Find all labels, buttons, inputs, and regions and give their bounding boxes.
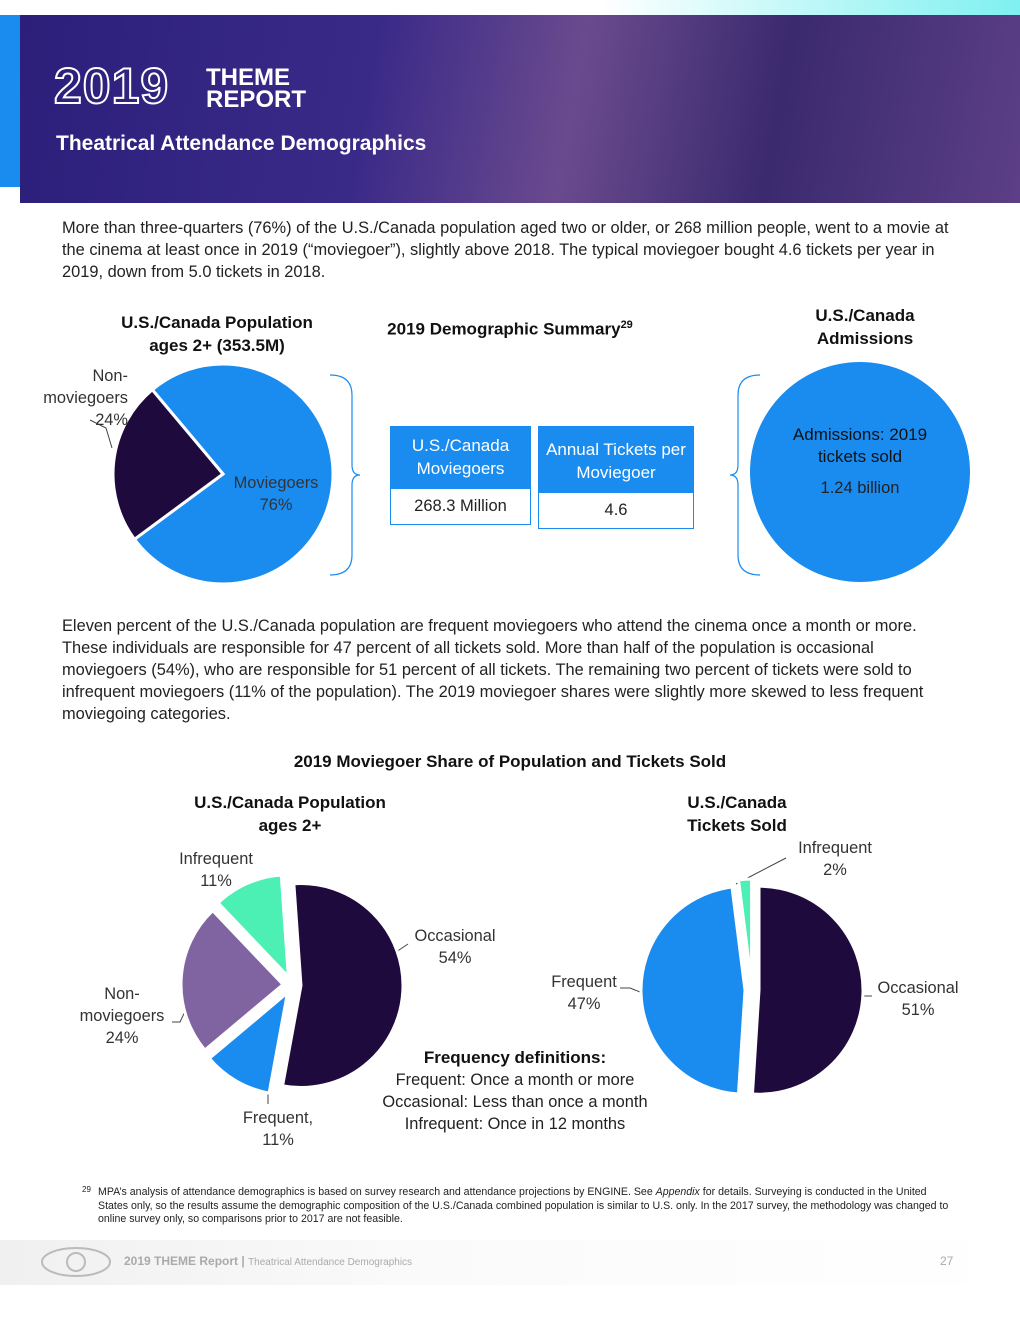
slice-label-name: Occasional: [877, 979, 959, 997]
slice-label-name: Frequent: [551, 973, 617, 991]
header-banner: 2019 THEME REPORT Theatrical Attendance …: [20, 15, 1020, 203]
slice-label-value: 24%: [105, 1029, 139, 1047]
slice-label-value: 24%: [95, 411, 128, 429]
summary-box-header: Annual Tickets per Moviegoer: [538, 426, 694, 492]
footer-logo: [41, 1247, 111, 1277]
summary-box-header: U.S./Canada Moviegoers: [390, 426, 531, 488]
summary-box: Annual Tickets per Moviegoer 4.6: [538, 426, 694, 529]
section-title: 2019 Moviegoer Share of Population and T…: [293, 752, 727, 771]
footnote-part: MPA’s analysis of attendance demographic…: [98, 1186, 656, 1198]
summary-box: U.S./Canada Moviegoers 268.3 Million: [390, 426, 531, 525]
pie-slice: [179, 908, 286, 1053]
chart-title: U.S./Canada Tickets Sold: [687, 793, 787, 835]
slice-label-value: 47%: [567, 995, 601, 1013]
definition: Frequent: Once a month or more: [395, 1071, 635, 1089]
header-title-line: THEME: [206, 64, 290, 91]
footnote-emphasis: Appendix: [655, 1186, 700, 1198]
slice-label: Frequent 47%: [524, 971, 644, 1015]
chart-title: U.S./Canada Population ages 2+ (353.5M): [121, 313, 313, 355]
accent-bar: [0, 15, 20, 187]
admissions-title: U.S./Canada Admissions: [815, 306, 915, 348]
slice-label: Occasional 54%: [390, 925, 520, 969]
pie-slice: [639, 885, 747, 1096]
slice-label-value: 11%: [262, 1131, 294, 1149]
slice-label-value: 11%: [200, 872, 232, 890]
slice-label-value: 51%: [901, 1001, 935, 1019]
pie-slice: [207, 988, 290, 1095]
summary-title-text: 2019 Demographic Summary: [387, 319, 621, 339]
footer-separator: |: [241, 1254, 245, 1268]
pie-slice: [111, 387, 226, 542]
admissions-label: Admissions: 2019 tickets sold: [792, 425, 928, 466]
bracket: [329, 374, 361, 576]
slice-label-name: Infrequent: [798, 839, 872, 857]
summary-title: 2019 Demographic Summary29: [360, 314, 660, 341]
footer-section: Theatrical Attendance Demographics: [248, 1257, 413, 1268]
footnote-text: MPA’s analysis of attendance demographic…: [82, 1186, 952, 1227]
footnote-part: for details. Surveying is conducted in t…: [98, 1186, 949, 1225]
pie-slice: [736, 877, 754, 984]
accent-bar: [600, 0, 1020, 15]
summary-box-value: 4.6: [538, 492, 694, 529]
slice-label-name: Non-moviegoers: [43, 367, 128, 407]
leader-line: [620, 987, 641, 993]
footnote-mark: 29: [82, 1185, 91, 1194]
footer-text: 2019 THEME Report | Theatrical Attendanc…: [124, 1254, 412, 1268]
pie-slice: [215, 873, 291, 981]
slice-label: Frequent, 11%: [218, 1107, 338, 1151]
paragraph: Eleven percent of the U.S./Canada popula…: [62, 617, 924, 723]
chart-title: U.S./Canada Population ages 2+: [194, 793, 386, 835]
definitions: Frequency definitions: Frequent: Once a …: [355, 1047, 675, 1135]
page-number: 27: [940, 1254, 954, 1268]
slice-label-value: 54%: [438, 949, 472, 967]
header-title-line: REPORT: [206, 86, 307, 113]
summary-box-value: 268.3 Million: [390, 488, 531, 525]
slice-label-name: Occasional: [414, 927, 496, 945]
slice-label: Infrequent 11%: [156, 848, 276, 892]
bracket: [729, 374, 761, 576]
slice-label: Non-moviegoers 24%: [18, 365, 128, 431]
slice-label-value: 76%: [259, 496, 293, 514]
leader-line: [89, 419, 113, 449]
header-title: THEME REPORT: [206, 64, 307, 113]
header-year: 2019: [53, 57, 170, 115]
footer-report: 2019 THEME Report: [124, 1254, 239, 1268]
definition: Infrequent: Once in 12 months: [404, 1115, 626, 1133]
pie-slice: [750, 884, 865, 1096]
slice-label-value: 2%: [823, 861, 847, 879]
slice-label: Non-moviegoers 24%: [62, 983, 182, 1049]
slice-label: Moviegoers 76%: [216, 472, 336, 516]
definitions-title: Frequency definitions:: [423, 1048, 607, 1067]
admissions-circle: [750, 362, 970, 582]
definition: Occasional: Less than once a month: [382, 1093, 648, 1111]
footer: 2019 THEME Report | Theatrical Attendanc…: [0, 1240, 1020, 1285]
slice-label-name: Frequent,: [242, 1109, 314, 1127]
slice-label-name: Non-moviegoers: [79, 985, 165, 1025]
footnote: 29 MPA’s analysis of attendance demograp…: [82, 1185, 952, 1227]
header-subtitle: Theatrical Attendance Demographics: [56, 132, 427, 155]
slice-label: Infrequent 2%: [775, 837, 895, 881]
footnote-ref: 29: [620, 319, 633, 331]
paragraph: More than three-quarters (76%) of the U.…: [62, 219, 949, 281]
slice-label-name: Moviegoers: [233, 474, 319, 492]
slice-label: Occasional 51%: [858, 977, 978, 1021]
slice-label-name: Infrequent: [179, 850, 253, 868]
pie-slice: [132, 362, 335, 586]
admissions-value: 1.24 billion: [820, 479, 900, 497]
pie-slice: [280, 882, 405, 1089]
